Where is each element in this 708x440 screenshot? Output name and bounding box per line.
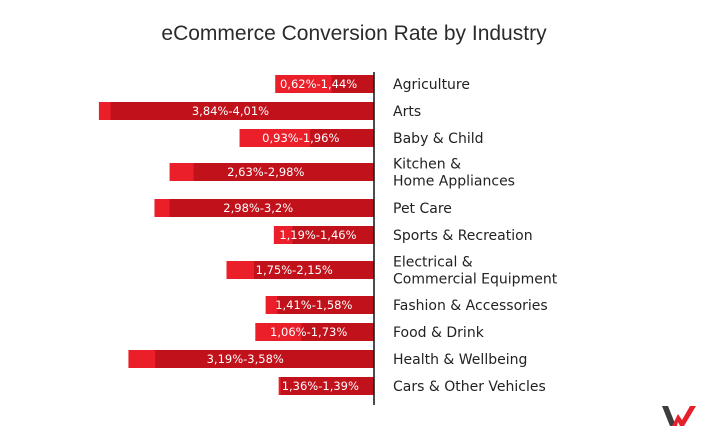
bar-range-low bbox=[310, 129, 374, 147]
category-label: Arts bbox=[393, 104, 421, 120]
bar-range-low bbox=[331, 75, 374, 93]
bar-range-low bbox=[280, 377, 374, 395]
category-label: Kitchen & Home Appliances bbox=[393, 157, 515, 190]
category-label: Pet Care bbox=[393, 201, 452, 217]
bar-range-low bbox=[253, 261, 374, 279]
bar-range-low bbox=[169, 199, 374, 217]
category-label: Agriculture bbox=[393, 77, 470, 93]
bar-range-low bbox=[301, 323, 374, 341]
logo bbox=[662, 406, 696, 426]
data-label: 1,75%-2,15% bbox=[256, 263, 333, 277]
bar-range-low bbox=[277, 296, 374, 314]
category-label: Fashion & Accessories bbox=[393, 298, 548, 314]
category-label: Sports & Recreation bbox=[393, 228, 533, 244]
data-label: 2,98%-3,2% bbox=[223, 201, 293, 215]
category-label: Food & Drink bbox=[393, 325, 485, 341]
category-label: Baby & Child bbox=[393, 131, 484, 147]
data-label: 3,84%-4,01% bbox=[192, 104, 269, 118]
category-label: Health & Wellbeing bbox=[393, 352, 527, 368]
data-label: 0,93%-1,96% bbox=[262, 131, 339, 145]
bar-range-low bbox=[292, 226, 374, 244]
data-label: 1,36%-1,39% bbox=[282, 379, 359, 393]
data-label: 3,19%-3,58% bbox=[207, 352, 284, 366]
logo-mark-right bbox=[672, 406, 696, 426]
chart-title: eCommerce Conversion Rate by Industry bbox=[161, 22, 547, 45]
data-label: 0,62%-1,44% bbox=[280, 77, 357, 91]
data-label: 1,06%-1,73% bbox=[270, 325, 347, 339]
data-label: 2,63%-2,98% bbox=[227, 165, 304, 179]
data-label: 1,41%-1,58% bbox=[275, 298, 352, 312]
category-label: Electrical & Commercial Equipment bbox=[393, 255, 558, 288]
logo-mark-left bbox=[662, 406, 676, 426]
bar-range-low bbox=[155, 350, 374, 368]
category-label: Cars & Other Vehicles bbox=[393, 379, 546, 395]
bar-range-low bbox=[110, 102, 375, 120]
bar-range-low bbox=[193, 163, 374, 181]
data-label: 1,19%-1,46% bbox=[279, 228, 356, 242]
